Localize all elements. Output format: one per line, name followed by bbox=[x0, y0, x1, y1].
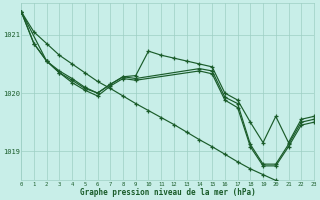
X-axis label: Graphe pression niveau de la mer (hPa): Graphe pression niveau de la mer (hPa) bbox=[80, 188, 255, 197]
